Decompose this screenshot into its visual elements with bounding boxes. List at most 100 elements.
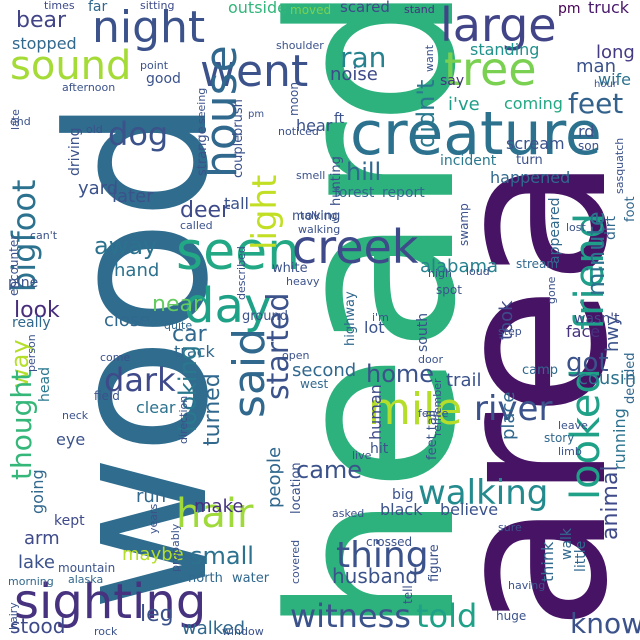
word-lost: lost (566, 221, 586, 234)
word-asked: asked (332, 507, 365, 520)
word-human: human (366, 384, 385, 440)
word-highway: highway (343, 291, 358, 346)
word-window: window (222, 625, 264, 638)
word-turn: turn (516, 153, 543, 168)
word-huge: huge (496, 609, 527, 623)
word-turned: turned (200, 373, 225, 446)
word-swamp: swamp (457, 203, 471, 246)
word-face: face (566, 322, 601, 341)
word-sighting: sighting (14, 574, 207, 630)
word-leave: leave (558, 419, 588, 432)
word-bear: bear (16, 8, 67, 33)
word-leg: leg (140, 602, 174, 627)
word-think: think (538, 541, 557, 582)
word-far: far (88, 0, 108, 15)
word-morning: morning (8, 575, 54, 588)
word-coming: coming (504, 94, 563, 113)
word-door: door (418, 353, 443, 366)
word-quite: quite (164, 319, 193, 332)
word-location: location (289, 462, 304, 514)
word-stopped: stopped (12, 34, 77, 53)
word-son: son (578, 139, 600, 153)
word-walking-small: walking (298, 223, 341, 236)
word-old: old (86, 123, 103, 136)
word-high: high (428, 267, 452, 280)
word-walking: walking (418, 473, 549, 513)
word-figure: figure (427, 544, 442, 582)
word-little: little (573, 540, 589, 572)
word-loud: loud (466, 265, 490, 278)
word-incident: incident (440, 153, 497, 169)
word-sitting: sitting (140, 0, 175, 12)
word-feet-tall: feet tall (425, 409, 440, 460)
word-going: going (28, 469, 47, 514)
word-close: close (104, 310, 151, 331)
word-come: come (100, 351, 131, 364)
word-alaska: alaska (68, 573, 104, 586)
word-ground: ground (242, 309, 288, 324)
word-crossed: crossed (366, 535, 413, 549)
word-lake: lake (18, 552, 55, 573)
word-i've: i've (448, 94, 480, 115)
word-gone: gone (545, 276, 558, 304)
word-hit: hit (370, 441, 389, 457)
word-head: head (37, 367, 53, 402)
word-noise: noise (330, 64, 378, 85)
word-spot: spot (436, 283, 462, 297)
word-big: big (392, 487, 414, 503)
word-man: man (576, 56, 616, 77)
word-rd: rd (578, 122, 595, 141)
word-thing: thing (336, 535, 429, 576)
word-outside: outside (228, 0, 287, 17)
word-hairy: hairy (7, 602, 20, 630)
word-really: really (12, 315, 51, 331)
word-black: black (380, 500, 423, 519)
word-tree: tree (444, 42, 537, 96)
word-limb: limb (558, 445, 582, 458)
word-look: look (14, 298, 60, 323)
word-seeing: seeing (195, 87, 208, 124)
word-lot: lot (364, 318, 385, 337)
word-heavy: heavy (286, 275, 320, 288)
word-wasn't: wasn't (574, 311, 620, 327)
word-pm: pm (558, 1, 581, 17)
word-tall: tall (224, 194, 249, 213)
word-forest: forest (334, 185, 375, 201)
word-creature: creature (350, 99, 602, 169)
word-scream: scream (506, 134, 565, 153)
word-happened: happened (490, 168, 571, 187)
word-white: white (272, 261, 308, 276)
word-day: day (184, 278, 273, 334)
word-wife: wife (598, 70, 632, 89)
word-noticed: noticed (278, 125, 319, 138)
word-hunting: hunting (329, 156, 344, 206)
word-clear: clear (136, 398, 176, 417)
word-deer: deer (180, 198, 231, 223)
word-eye: eye (56, 430, 86, 449)
word-camp: camp (522, 363, 559, 378)
word-witness: witness (290, 597, 411, 635)
word-ft: ft (334, 111, 345, 127)
word-moved: moved (290, 3, 332, 17)
word-probably: probably (169, 523, 182, 572)
word-say: say (440, 73, 465, 89)
word-long: long (596, 42, 635, 63)
word-person: person (25, 334, 38, 372)
word-night: night (92, 2, 206, 53)
word-cousin: cousin (578, 368, 637, 389)
word-hill: hill (346, 158, 382, 186)
word-stream: stream (516, 257, 559, 271)
word-later: later (112, 186, 154, 207)
word-shoulder: shoulder (276, 39, 324, 52)
word-large: large (440, 0, 557, 52)
word-north: north (188, 571, 223, 586)
word-light: light (245, 174, 285, 250)
word-came: came (296, 456, 363, 484)
word-believe: believe (440, 500, 499, 519)
word-walk: walk (559, 527, 575, 560)
word-dark: dark (104, 361, 176, 399)
word-yard: yard (78, 178, 119, 199)
word-sound: sound (10, 43, 132, 89)
word-moon: moon (287, 82, 301, 116)
word-river: river (474, 389, 553, 429)
